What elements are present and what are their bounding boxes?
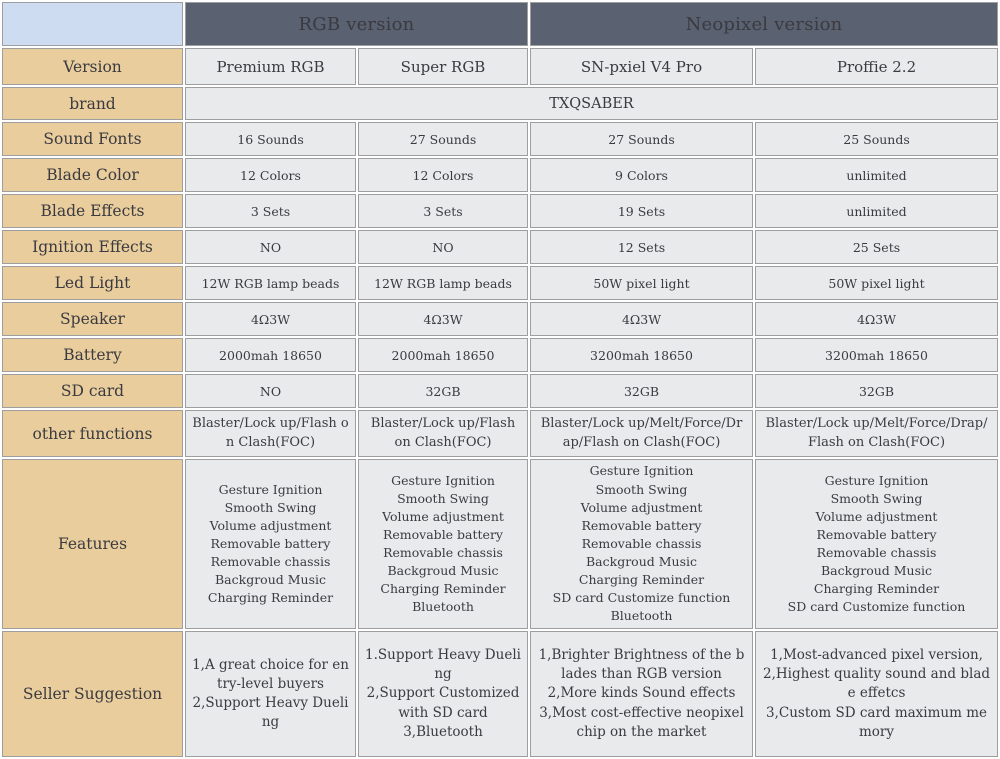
value-cell: Blaster/Lock up/Melt/Force/Drap/Flash on… bbox=[755, 410, 999, 457]
value-cell: unlimited bbox=[755, 194, 999, 228]
value-cell: 19 Sets bbox=[530, 194, 753, 228]
value-cell: 25 Sounds bbox=[755, 122, 999, 156]
row-seller-suggestion: Seller Suggestion 1,A great choice for e… bbox=[2, 631, 999, 757]
column-header-proffie-2-2: Proffie 2.2 bbox=[755, 48, 999, 85]
row-sound-fonts: Sound Fonts 16 Sounds 27 Sounds 27 Sound… bbox=[2, 122, 999, 156]
column-header-super-rgb: Super RGB bbox=[358, 48, 528, 85]
row-label-sound-fonts: Sound Fonts bbox=[2, 122, 183, 156]
value-cell: 4Ω3W bbox=[358, 302, 528, 336]
value-cell: 12 Colors bbox=[185, 158, 356, 192]
value-cell: unlimited bbox=[755, 158, 999, 192]
row-label-blade-effects: Blade Effects bbox=[2, 194, 183, 228]
value-cell: 4Ω3W bbox=[185, 302, 356, 336]
row-other-functions: other functions Blaster/Lock up/Flash on… bbox=[2, 410, 999, 457]
value-cell: 3 Sets bbox=[358, 194, 528, 228]
column-header-sn-pxiel-v4-pro: SN-pxiel V4 Pro bbox=[530, 48, 753, 85]
row-label-ignition-effects: Ignition Effects bbox=[2, 230, 183, 264]
row-version: Version Premium RGB Super RGB SN-pxiel V… bbox=[2, 48, 999, 85]
value-cell: 27 Sounds bbox=[530, 122, 753, 156]
value-cell: Blaster/Lock up/Flash on Clash(FOC) bbox=[358, 410, 528, 457]
corner-cell bbox=[2, 2, 183, 46]
row-blade-color: Blade Color 12 Colors 12 Colors 9 Colors… bbox=[2, 158, 999, 192]
row-label-sd-card: SD card bbox=[2, 374, 183, 408]
value-cell: 3200mah 18650 bbox=[755, 338, 999, 372]
row-label-features: Features bbox=[2, 459, 183, 629]
group-header-neopixel-version: Neopixel version bbox=[530, 2, 999, 46]
row-blade-effects: Blade Effects 3 Sets 3 Sets 19 Sets unli… bbox=[2, 194, 999, 228]
value-cell: NO bbox=[185, 374, 356, 408]
row-label-speaker: Speaker bbox=[2, 302, 183, 336]
seller-suggestion-cell: 1.Support Heavy Dueling 2,Support Custom… bbox=[358, 631, 528, 757]
value-cell: 32GB bbox=[530, 374, 753, 408]
row-label-version: Version bbox=[2, 48, 183, 85]
value-cell: 9 Colors bbox=[530, 158, 753, 192]
value-cell: NO bbox=[358, 230, 528, 264]
row-label-led-light: Led Light bbox=[2, 266, 183, 300]
row-label-other-functions: other functions bbox=[2, 410, 183, 457]
value-cell: 50W pixel light bbox=[755, 266, 999, 300]
group-header-rgb-version: RGB version bbox=[185, 2, 528, 46]
row-label-brand: brand bbox=[2, 87, 183, 120]
value-cell: 25 Sets bbox=[755, 230, 999, 264]
row-led-light: Led Light 12W RGB lamp beads 12W RGB lam… bbox=[2, 266, 999, 300]
row-ignition-effects: Ignition Effects NO NO 12 Sets 25 Sets bbox=[2, 230, 999, 264]
column-header-premium-rgb: Premium RGB bbox=[185, 48, 356, 85]
value-cell: 32GB bbox=[358, 374, 528, 408]
seller-suggestion-cell: 1,Most-advanced pixel version, 2,Highest… bbox=[755, 631, 999, 757]
value-cell: 2000mah 18650 bbox=[358, 338, 528, 372]
value-cell: 12 Sets bbox=[530, 230, 753, 264]
value-cell: 12W RGB lamp beads bbox=[185, 266, 356, 300]
value-cell: 12W RGB lamp beads bbox=[358, 266, 528, 300]
row-sd-card: SD card NO 32GB 32GB 32GB bbox=[2, 374, 999, 408]
value-cell: 12 Colors bbox=[358, 158, 528, 192]
seller-suggestion-cell: 1,Brighter Brightness of the blades than… bbox=[530, 631, 753, 757]
value-cell: 4Ω3W bbox=[755, 302, 999, 336]
features-cell: Gesture Ignition Smooth Swing Volume adj… bbox=[530, 459, 753, 629]
features-cell: Gesture Ignition Smooth Swing Volume adj… bbox=[358, 459, 528, 629]
row-label-battery: Battery bbox=[2, 338, 183, 372]
features-cell: Gesture Ignition Smooth Swing Volume adj… bbox=[755, 459, 999, 629]
value-cell: 32GB bbox=[755, 374, 999, 408]
row-label-seller-suggestion: Seller Suggestion bbox=[2, 631, 183, 757]
seller-suggestion-cell: 1,A great choice for entry-level buyers … bbox=[185, 631, 356, 757]
value-cell: 2000mah 18650 bbox=[185, 338, 356, 372]
row-brand: brand TXQSABER bbox=[2, 87, 999, 120]
brand-value-cell: TXQSABER bbox=[185, 87, 999, 120]
value-cell: Blaster/Lock up/Melt/Force/Drap/Flash on… bbox=[530, 410, 753, 457]
value-cell: 4Ω3W bbox=[530, 302, 753, 336]
row-features: Features Gesture Ignition Smooth Swing V… bbox=[2, 459, 999, 629]
row-battery: Battery 2000mah 18650 2000mah 18650 3200… bbox=[2, 338, 999, 372]
row-speaker: Speaker 4Ω3W 4Ω3W 4Ω3W 4Ω3W bbox=[2, 302, 999, 336]
value-cell: 3200mah 18650 bbox=[530, 338, 753, 372]
value-cell: 3 Sets bbox=[185, 194, 356, 228]
value-cell: Blaster/Lock up/Flash on Clash(FOC) bbox=[185, 410, 356, 457]
header-row: RGB version Neopixel version bbox=[2, 2, 999, 46]
value-cell: 50W pixel light bbox=[530, 266, 753, 300]
row-label-blade-color: Blade Color bbox=[2, 158, 183, 192]
value-cell: NO bbox=[185, 230, 356, 264]
value-cell: 27 Sounds bbox=[358, 122, 528, 156]
features-cell: Gesture Ignition Smooth Swing Volume adj… bbox=[185, 459, 356, 629]
value-cell: 16 Sounds bbox=[185, 122, 356, 156]
